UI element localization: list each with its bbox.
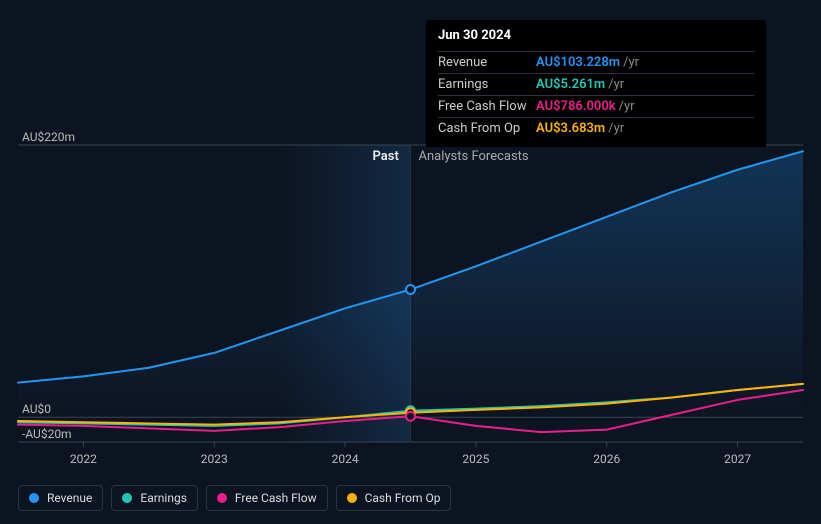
legend-item-label: Earnings [140,491,187,505]
tooltip-date: Jun 30 2024 [438,28,754,47]
legend-item-label: Cash From Op [365,491,441,505]
section-label-forecast: Analysts Forecasts [419,149,529,164]
tooltip-row-label: Revenue [438,55,536,70]
legend-item-label: Revenue [47,491,92,505]
tooltip-row-unit: /yr [623,55,639,70]
tooltip-row: Free Cash FlowAU$786.000k/yr [438,95,754,117]
legend-swatch [347,493,357,503]
y-axis-label: AU$0 [22,402,51,416]
legend-swatch [29,493,39,503]
legend-item-cash_from_op[interactable]: Cash From Op [336,485,452,511]
tooltip-row-label: Cash From Op [438,121,536,136]
y-axis-label: -AU$20m [22,427,72,441]
x-axis-label: 2023 [201,452,228,466]
tooltip-row-value: AU$3.683m [536,121,605,136]
x-axis-label: 2022 [70,452,97,466]
legend-item-free_cash_flow[interactable]: Free Cash Flow [206,485,328,511]
x-axis-label: 2024 [332,452,359,466]
x-axis-label: 2026 [593,452,620,466]
tooltip-row-unit: /yr [608,77,624,92]
section-label-past: Past [373,149,399,164]
tooltip-row-value: AU$5.261m [536,77,605,92]
data-tooltip: Jun 30 2024 RevenueAU$103.228m/yrEarning… [426,20,766,147]
tooltip-row-label: Free Cash Flow [438,99,536,114]
y-axis-label: AU$220m [22,130,75,144]
tooltip-row-unit: /yr [608,121,624,136]
tooltip-row-value: AU$786.000k [536,99,616,114]
forecast-chart: AU$220m AU$0 -AU$20m 2022 2023 2024 2025 2026 2… [0,0,821,524]
legend-swatch [122,493,132,503]
x-axis-label: 2025 [462,452,489,466]
legend-item-earnings[interactable]: Earnings [111,485,198,511]
tooltip-row: EarningsAU$5.261m/yr [438,73,754,95]
tooltip-row-unit: /yr [619,99,635,114]
legend-item-label: Free Cash Flow [235,491,317,505]
legend: Revenue Earnings Free Cash Flow Cash From O… [18,485,451,511]
tooltip-row: RevenueAU$103.228m/yr [438,51,754,73]
tooltip-row: Cash From OpAU$3.683m/yr [438,117,754,139]
legend-item-revenue[interactable]: Revenue [18,485,103,511]
tooltip-row-value: AU$103.228m [536,55,620,70]
legend-swatch [217,493,227,503]
x-axis-label: 2027 [724,452,751,466]
tooltip-row-label: Earnings [438,77,536,92]
